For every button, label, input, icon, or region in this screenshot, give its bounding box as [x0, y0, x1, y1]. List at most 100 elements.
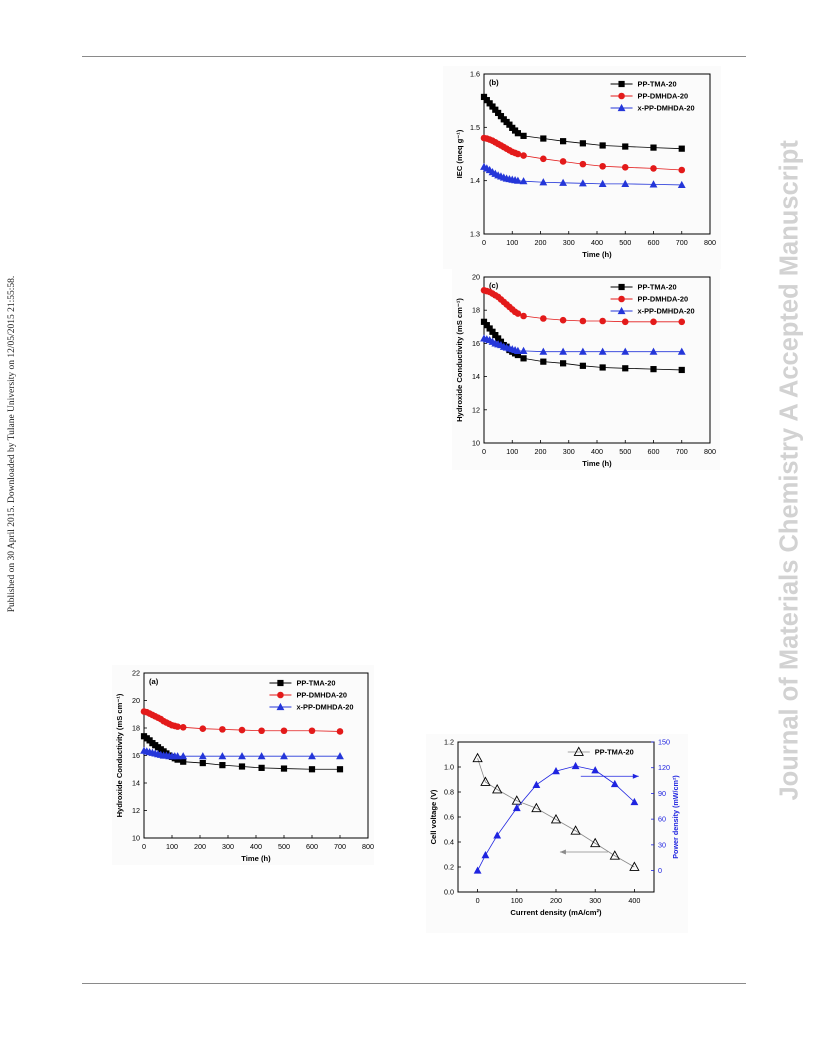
data-point: [621, 164, 629, 171]
legend-marker: [276, 702, 285, 711]
x-tick-label: 300: [222, 842, 234, 851]
legend-marker: [618, 92, 625, 100]
y-tick-label: 0.2: [444, 863, 454, 872]
legend-marker: [618, 295, 625, 303]
data-point: [677, 347, 686, 355]
data-point: [520, 312, 527, 320]
data-point: [514, 150, 522, 158]
y-tick-label: 14: [472, 372, 480, 381]
x-axis-label: Current density (mA/cm²): [510, 908, 602, 917]
y-tick-label: 20: [132, 696, 140, 705]
y2-tick-label: 150: [658, 738, 670, 747]
x-tick-label: 300: [563, 238, 575, 247]
x-tick-label: 200: [550, 896, 562, 905]
data-point: [591, 766, 600, 774]
data-point: [650, 366, 657, 373]
data-point: [492, 106, 499, 113]
data-point: [486, 325, 493, 332]
x-tick-label: 400: [591, 238, 603, 247]
data-point: [336, 766, 344, 773]
legend-label: PP-DMHDA-20: [638, 92, 689, 101]
legend-label: PP-TMA-20: [296, 679, 335, 688]
legend-label: PP-TMA-20: [638, 80, 677, 89]
x-tick-label: 400: [628, 896, 640, 905]
x-tick-label: 500: [619, 238, 631, 247]
data-point: [531, 802, 542, 813]
data-point: [571, 761, 580, 770]
y-tick-label: 16: [132, 751, 140, 760]
data-point: [599, 364, 606, 371]
data-point: [519, 177, 528, 185]
data-point: [678, 145, 685, 152]
plot-frame: [457, 741, 655, 893]
data-point: [238, 763, 246, 770]
data-point: [258, 727, 265, 735]
y-axis-label: Cell voltage (V): [429, 789, 438, 844]
y-tick-label: 1.0: [444, 763, 454, 772]
data-point: [486, 100, 493, 107]
y2-tick-label: 60: [658, 815, 666, 824]
y-axis-label: Hydroxide Conductivity (mS cm⁻¹): [455, 298, 464, 422]
data-point: [520, 355, 527, 362]
data-point: [622, 365, 629, 372]
data-point: [238, 726, 246, 734]
y-tick-label: 0.6: [444, 813, 454, 822]
data-point: [238, 752, 246, 760]
data-point: [179, 724, 187, 731]
data-point: [497, 113, 505, 120]
data-point: [258, 764, 265, 771]
data-point: [559, 178, 567, 186]
data-point: [559, 347, 567, 355]
x-tick-label: 600: [648, 447, 660, 456]
data-point: [280, 765, 288, 772]
legend-label: PP-TMA-20: [638, 283, 677, 292]
x-tick-label: 200: [535, 238, 547, 247]
data-point: [514, 130, 521, 137]
data-point: [629, 861, 640, 871]
data-point: [560, 360, 567, 367]
y-tick-label: 10: [472, 439, 480, 448]
data-point: [598, 347, 607, 355]
figure-panel-a: 0 100 200 300 400 500 600 700 800 10 12 14 16 18 20 22 T…: [112, 665, 374, 865]
y2-tick-label: 90: [658, 789, 666, 798]
x-axis-label: Time (h): [582, 459, 612, 468]
legend-label: x-PP-DMHDA-20: [638, 104, 695, 113]
y2-tick-label: 30: [658, 840, 666, 849]
data-point: [650, 318, 657, 326]
y-tick-label: 20: [472, 273, 480, 282]
conductivity-chart-a: 0 100 200 300 400 500 600 700 800 10 12 14 16 18 20 22 T…: [115, 669, 374, 864]
data-point: [180, 758, 187, 765]
series-line: [477, 765, 635, 871]
data-point: [650, 165, 657, 172]
data-point: [308, 766, 316, 773]
data-point: [630, 797, 639, 806]
data-point: [472, 752, 483, 763]
data-point: [579, 140, 586, 147]
y-tick-label: 0.4: [444, 838, 454, 847]
figure-panel-b: 0 100 200 300 400 500 600 700 800 1.3 1.4 1.5 1.6 Tim…: [443, 66, 721, 269]
legend-label: PP-DMHDA-20: [638, 295, 689, 304]
x-axis-label: Time (h): [241, 854, 271, 863]
data-point: [480, 776, 491, 786]
y-tick-label: 18: [472, 306, 480, 315]
y-tick-label: 12: [132, 806, 140, 815]
y-tick-label: 1.5: [470, 123, 480, 132]
data-point: [489, 103, 496, 110]
x-tick-label: 700: [676, 238, 688, 247]
x-tick-label: 700: [676, 447, 688, 456]
data-point: [599, 317, 606, 325]
legend-label: PP-TMA-20: [595, 748, 634, 757]
data-point: [173, 752, 182, 760]
data-point: [540, 315, 547, 322]
x-tick-label: 200: [535, 447, 547, 456]
iec-chart: 0 100 200 300 400 500 600 700 800 1.3 1.4 1.5 1.6 Tim…: [455, 70, 716, 260]
data-point: [512, 803, 521, 812]
data-point: [219, 726, 226, 733]
data-point: [199, 759, 206, 767]
right-axis-arrowhead: [632, 773, 639, 779]
data-point: [621, 347, 630, 355]
data-point: [219, 762, 226, 769]
data-point: [649, 180, 658, 188]
data-point: [492, 332, 499, 339]
data-point: [514, 346, 522, 354]
